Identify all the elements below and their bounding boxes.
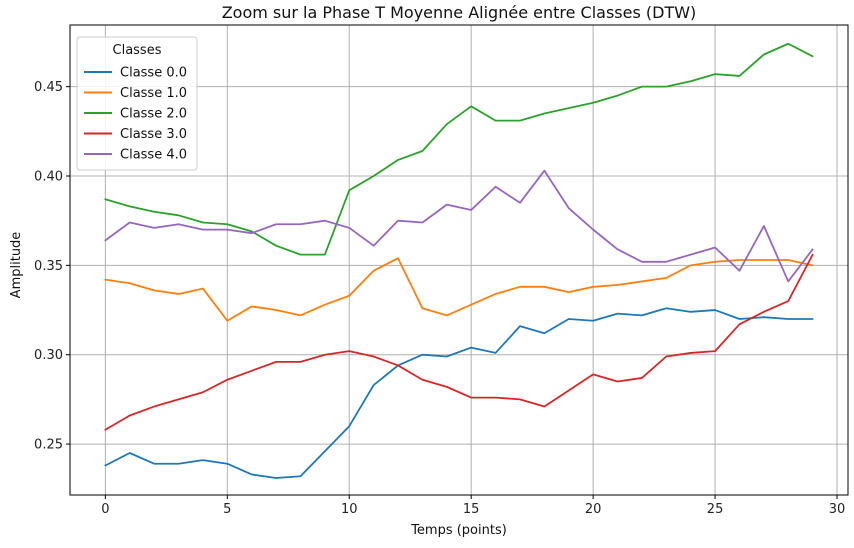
x-tick-label: 5	[223, 502, 231, 517]
axis-ticks: 0 5 10 15 20 25 30 0.25 0.30 0.35 0.40 0.45	[34, 80, 845, 517]
legend-title: Classes	[113, 43, 162, 58]
y-tick-label: 0.45	[34, 80, 63, 95]
series-line	[104, 253, 814, 431]
x-tick-label: 15	[463, 502, 480, 517]
plot-area-frame	[69, 24, 849, 496]
legend-label: Classe 0.0	[120, 66, 187, 81]
x-tick-label: 10	[341, 502, 358, 517]
series-line	[104, 257, 814, 322]
y-tick-label: 0.40	[34, 170, 63, 185]
legend-box	[76, 36, 198, 171]
x-tick-label: 30	[829, 502, 846, 517]
series-line	[104, 169, 814, 283]
series-line	[104, 307, 814, 479]
gridlines	[70, 25, 848, 495]
y-tick-label: 0.30	[34, 348, 63, 363]
legend-label: Classe 4.0	[120, 148, 187, 163]
y-axis-label: Amplitude	[9, 232, 24, 299]
legend-items: Classe 0.0 Classe 1.0 Classe 2.0 Classe 3.0…	[84, 66, 187, 163]
x-tick-label: 20	[585, 502, 602, 517]
legend-label: Classe 1.0	[120, 86, 187, 101]
x-axis-label: Temps (points)	[410, 523, 507, 538]
y-tick-label: 0.35	[34, 259, 63, 274]
x-tick-label: 25	[707, 502, 724, 517]
legend-label: Classe 2.0	[120, 107, 187, 122]
series-line	[104, 42, 814, 256]
legend-label: Classe 3.0	[120, 127, 187, 142]
chart-title: Zoom sur la Phase T Moyenne Alignée entr…	[222, 3, 697, 22]
series-lines	[104, 42, 814, 479]
y-tick-label: 0.25	[34, 438, 63, 453]
x-tick-label: 0	[101, 502, 109, 517]
